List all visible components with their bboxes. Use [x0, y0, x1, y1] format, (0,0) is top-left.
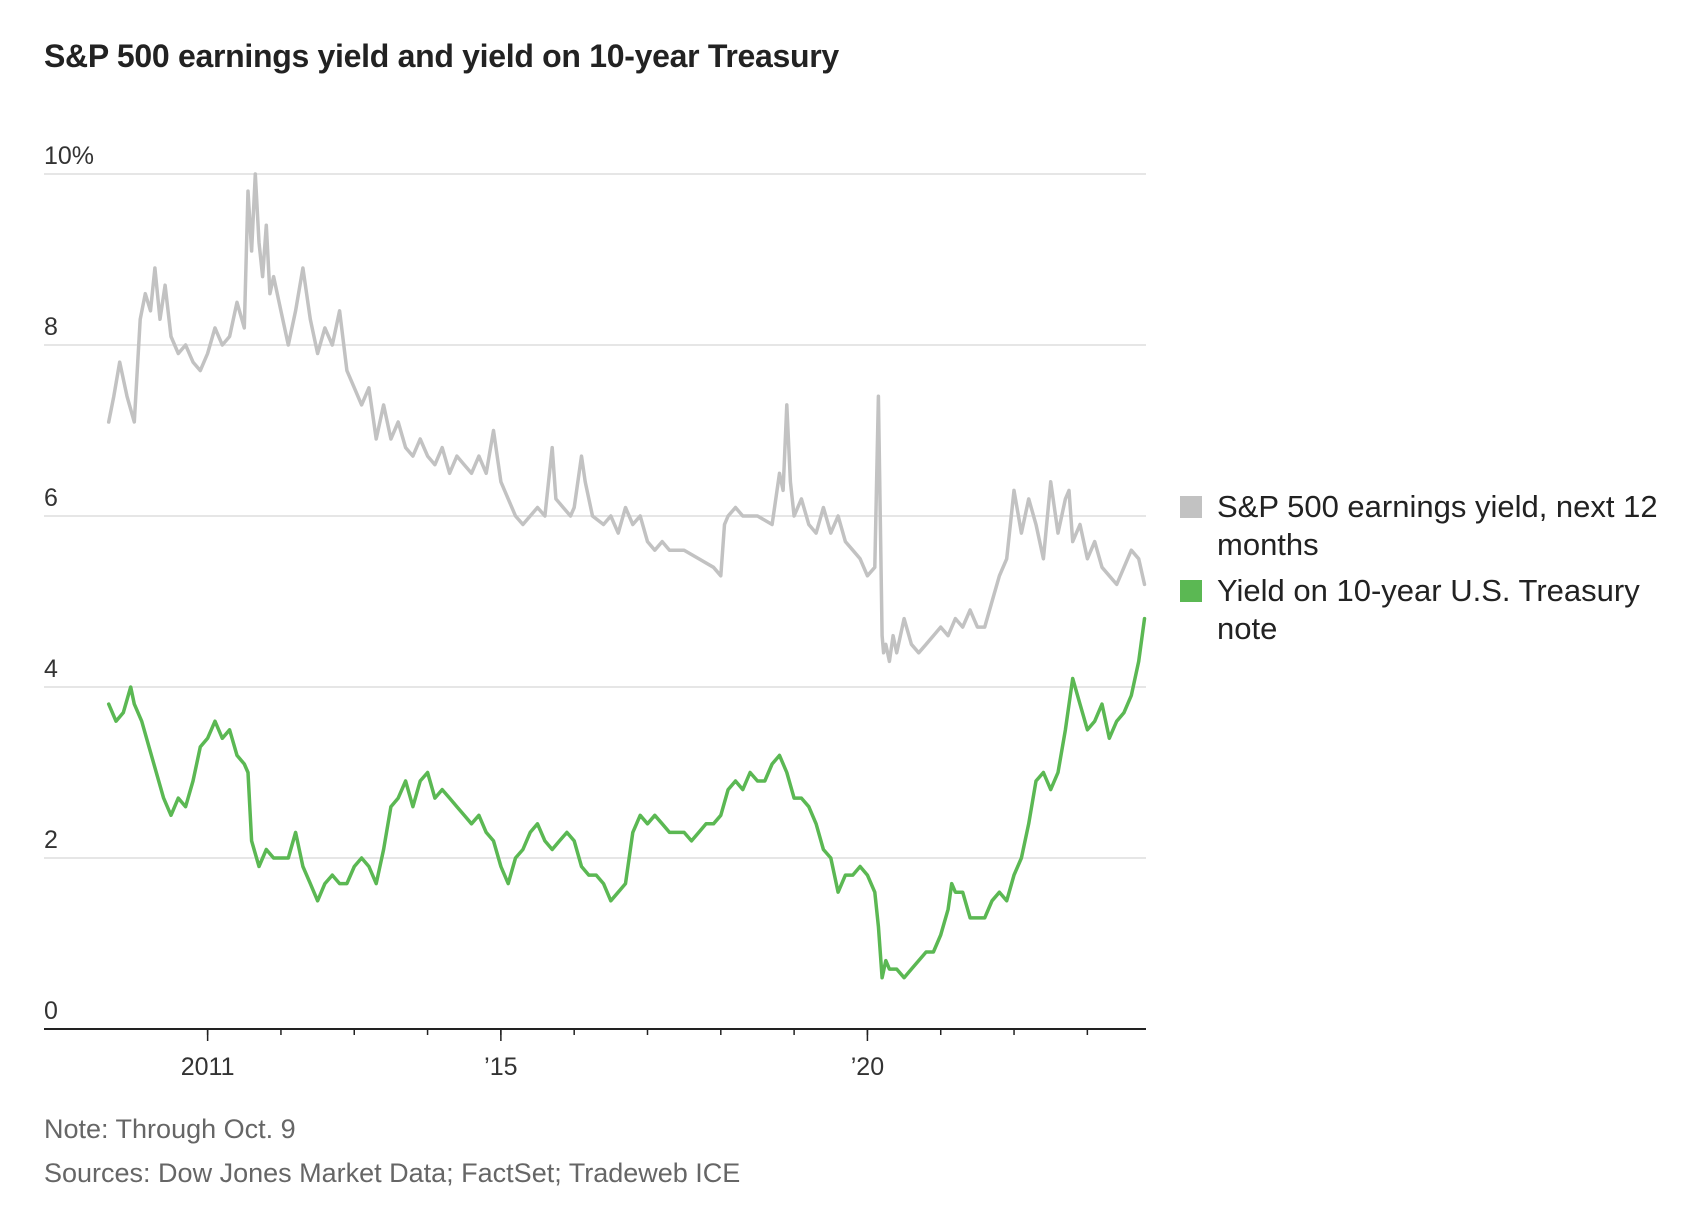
- chart-note: Note: Through Oct. 9: [44, 1114, 296, 1144]
- series-line-earnings-yield: [106, 172, 1147, 664]
- y-tick-label: 2: [44, 826, 58, 854]
- x-tick-label: 2011: [181, 1053, 235, 1081]
- chart-title: S&P 500 earnings yield and yield on 10-y…: [44, 38, 839, 74]
- legend-swatch-earnings-yield: [1180, 496, 1202, 518]
- legend-label-treasury-yield: Yield on 10-year U.S. Treasury note: [1217, 573, 1640, 646]
- chart-sources: Sources: Dow Jones Market Data; FactSet;…: [44, 1158, 741, 1188]
- y-axis-ticks: 0 2 4 6 8 10%: [44, 142, 94, 1025]
- y-tick-label: 6: [44, 484, 58, 512]
- y-tick-label: 4: [44, 655, 58, 683]
- x-tick-label: ’15: [484, 1053, 517, 1081]
- y-tick-label: 0: [44, 997, 58, 1025]
- legend-item-treasury-yield: Yield on 10-year U.S. Treasury note: [1180, 572, 1685, 648]
- legend-swatch-treasury-yield: [1180, 580, 1202, 602]
- legend-label-earnings-yield: S&P 500 earnings yield, next 12 months: [1217, 489, 1658, 562]
- legend-item-earnings-yield: S&P 500 earnings yield, next 12 months: [1180, 488, 1685, 564]
- x-axis: 2011 ’15 ’20: [44, 1028, 1146, 1081]
- x-tick-label: ’20: [851, 1053, 884, 1081]
- legend: S&P 500 earnings yield, next 12 months Y…: [1180, 488, 1685, 648]
- series-line-treasury-yield: [106, 616, 1147, 980]
- y-tick-label: 10%: [44, 142, 94, 170]
- series-lines: [106, 172, 1147, 980]
- y-tick-label: 8: [44, 313, 58, 341]
